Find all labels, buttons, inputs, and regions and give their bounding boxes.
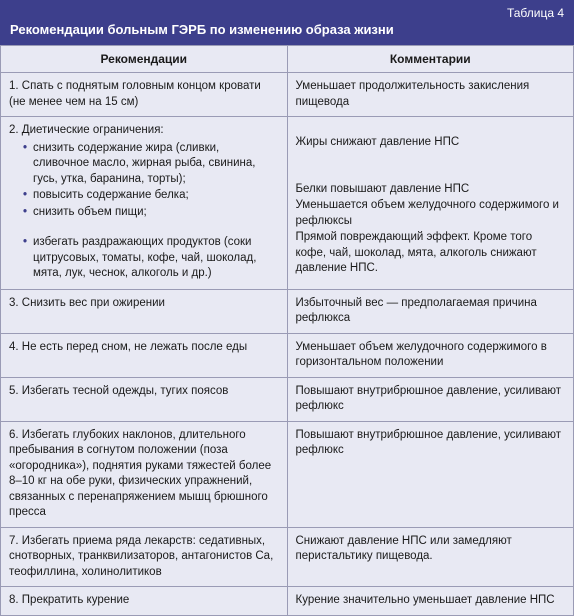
rec-cell: 5. Избегать тесной одежды, тугих поясов xyxy=(1,377,288,421)
list-item: снизить содержание жира (сливки, сливочн… xyxy=(23,141,279,188)
com-cell: Повышают внутрибрюшное давление, усилива… xyxy=(287,377,574,421)
col-header-rec: Рекомендации xyxy=(1,46,288,73)
rec-sublist: снизить содержание жира (сливки, сливочн… xyxy=(9,141,279,221)
table-row: 5. Избегать тесной одежды, тугих поясов … xyxy=(1,377,574,421)
table-row: 3. Снизить вес при ожирении Избыточный в… xyxy=(1,289,574,333)
table-row: 8. Прекратить курение Курение значительн… xyxy=(1,587,574,616)
com-line: Уменьшается объем желудочного содержимог… xyxy=(296,198,566,229)
com-cell: Снижают давление НПС или замедляют перис… xyxy=(287,527,574,587)
table-row: 2. Диетические ограничения: снизить соде… xyxy=(1,117,574,290)
list-item: снизить объем пищи; xyxy=(23,205,279,221)
com-line: Прямой повреждающий эффект. Кроме того к… xyxy=(296,230,566,277)
com-cell: Курение значительно уменьшает давление Н… xyxy=(287,587,574,616)
col-header-com: Комментарии xyxy=(287,46,574,73)
table-row: 1. Спать с поднятым головным концом кров… xyxy=(1,73,574,117)
com-cell: Уменьшает продолжительность закисления п… xyxy=(287,73,574,117)
table-title: Рекомендации больным ГЭРБ по изменению о… xyxy=(10,22,564,37)
rec-cell: 1. Спать с поднятым головным концом кров… xyxy=(1,73,288,117)
rec-sublist: избегать раздражающих продуктов (соки ци… xyxy=(9,235,279,282)
rec-cell: 2. Диетические ограничения: снизить соде… xyxy=(1,117,288,290)
table-row: 4. Не есть перед сном, не лежать после е… xyxy=(1,333,574,377)
com-line: Жиры снижают давление НПС xyxy=(296,135,566,151)
com-cell: Уменьшает объем желудочного содержимого … xyxy=(287,333,574,377)
rec-cell: 8. Прекратить курение xyxy=(1,587,288,616)
rec-cell: 6. Избегать глубоких наклонов, длительно… xyxy=(1,421,288,527)
list-item: повысить содержание белка; xyxy=(23,188,279,204)
table-row: 6. Избегать глубоких наклонов, длительно… xyxy=(1,421,574,527)
com-cell: Избыточный вес — предполагаемая причина … xyxy=(287,289,574,333)
table-number: Таблица 4 xyxy=(10,6,564,20)
rec-intro: 2. Диетические ограничения: xyxy=(9,123,279,139)
com-line: Белки повышают давление НПС xyxy=(296,182,566,198)
com-cell: Жиры снижают давление НПС Белки повышают… xyxy=(287,117,574,290)
table-row: 7. Избегать приема ряда лекарств: седати… xyxy=(1,527,574,587)
com-cell: Повышают внутрибрюшное давление, усилива… xyxy=(287,421,574,527)
rec-cell: 3. Снизить вес при ожирении xyxy=(1,289,288,333)
list-item: избегать раздражающих продуктов (соки ци… xyxy=(23,235,279,282)
recommendations-table: Рекомендации Комментарии 1. Спать с подн… xyxy=(0,45,574,616)
rec-cell: 7. Избегать приема ряда лекарств: седати… xyxy=(1,527,288,587)
rec-cell: 4. Не есть перед сном, не лежать после е… xyxy=(1,333,288,377)
table-header: Таблица 4 Рекомендации больным ГЭРБ по и… xyxy=(0,0,574,45)
